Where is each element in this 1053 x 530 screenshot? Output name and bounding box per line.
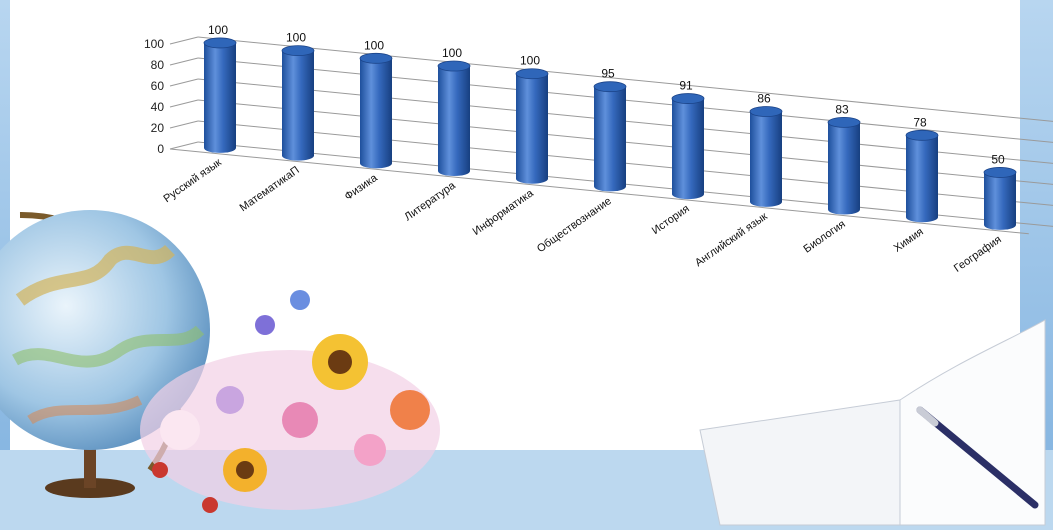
y-tick-label: 0 xyxy=(157,142,164,156)
y-tick-label: 80 xyxy=(151,58,165,72)
y-tick-label: 20 xyxy=(151,121,165,135)
data-label: 100 xyxy=(208,23,228,37)
flowers-illustration xyxy=(140,290,440,513)
bar-body xyxy=(984,172,1016,230)
bar-top xyxy=(827,116,861,128)
grid-depth-line xyxy=(169,57,199,66)
bar-top xyxy=(671,93,705,104)
bar: 100 xyxy=(437,46,471,177)
bar-top xyxy=(203,37,237,49)
bar: 91 xyxy=(671,79,705,200)
data-label: 100 xyxy=(442,46,462,60)
bar: 78 xyxy=(905,115,939,223)
bar-top xyxy=(749,106,783,117)
y-tick-label: 40 xyxy=(151,100,165,114)
bar-body xyxy=(672,98,704,200)
data-label: 50 xyxy=(991,152,1005,166)
bar-top xyxy=(437,60,471,72)
bar-body xyxy=(516,73,548,184)
grid-line xyxy=(197,36,1053,122)
bar-body xyxy=(438,66,470,177)
bar: 83 xyxy=(827,102,861,215)
floor-edge xyxy=(169,148,1029,235)
bar-body xyxy=(906,135,938,223)
grid-depth-line xyxy=(169,36,199,45)
bar: 95 xyxy=(593,67,627,192)
bar-top xyxy=(593,81,627,93)
grid-depth-line xyxy=(169,120,199,129)
grid-depth-line xyxy=(169,141,199,150)
data-label: 78 xyxy=(913,115,927,129)
bar: 100 xyxy=(281,31,315,161)
grid-depth-line xyxy=(169,99,199,108)
bar-body xyxy=(360,58,392,169)
bar: 100 xyxy=(203,23,237,153)
data-label: 83 xyxy=(835,102,849,116)
bar: 86 xyxy=(749,92,783,207)
bar-series: 100 100 100 100 100 95 91 86 83 78 50 xyxy=(203,23,1017,230)
data-label: 86 xyxy=(757,92,771,106)
grid-line xyxy=(197,57,1053,143)
grid-depth-line xyxy=(169,78,199,87)
bar-body xyxy=(282,50,314,161)
bar-top xyxy=(515,68,549,80)
book-pen-illustration xyxy=(699,319,1046,526)
bar-body xyxy=(204,42,236,153)
bar-top xyxy=(359,52,393,64)
globe-illustration xyxy=(0,210,210,498)
bar: 100 xyxy=(515,54,549,184)
bar-body xyxy=(828,122,860,215)
bar: 100 xyxy=(359,38,393,169)
y-axis: 0 20 40 60 80 100 xyxy=(144,37,164,156)
bar-body xyxy=(594,86,626,192)
y-tick-label: 100 xyxy=(144,37,164,51)
data-label: 100 xyxy=(286,31,306,45)
bar-body xyxy=(750,111,782,207)
y-tick-label: 60 xyxy=(151,79,165,93)
data-label: 100 xyxy=(364,38,384,52)
data-label: 100 xyxy=(520,54,540,68)
bar-top xyxy=(905,129,939,141)
data-label: 95 xyxy=(601,67,615,81)
bar-top xyxy=(983,167,1017,178)
data-label: 91 xyxy=(679,79,693,93)
bar-top xyxy=(281,45,315,57)
bar: 50 xyxy=(983,152,1017,230)
